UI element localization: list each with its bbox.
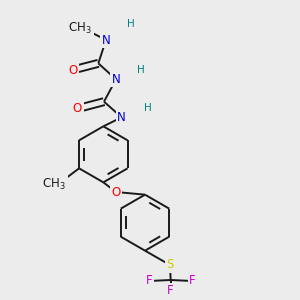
Text: N: N xyxy=(117,111,126,124)
Text: O: O xyxy=(68,64,77,76)
Text: N: N xyxy=(112,73,120,86)
Text: F: F xyxy=(146,274,152,287)
Text: S: S xyxy=(166,259,174,272)
Text: CH$_3$: CH$_3$ xyxy=(68,21,92,36)
Text: F: F xyxy=(167,284,174,297)
Text: CH$_3$: CH$_3$ xyxy=(43,176,66,191)
Text: H: H xyxy=(145,103,152,113)
Text: F: F xyxy=(189,274,196,287)
Text: O: O xyxy=(111,185,121,199)
Text: H: H xyxy=(137,65,145,75)
Text: N: N xyxy=(102,34,110,46)
Text: H: H xyxy=(127,19,135,29)
Text: O: O xyxy=(73,102,82,115)
